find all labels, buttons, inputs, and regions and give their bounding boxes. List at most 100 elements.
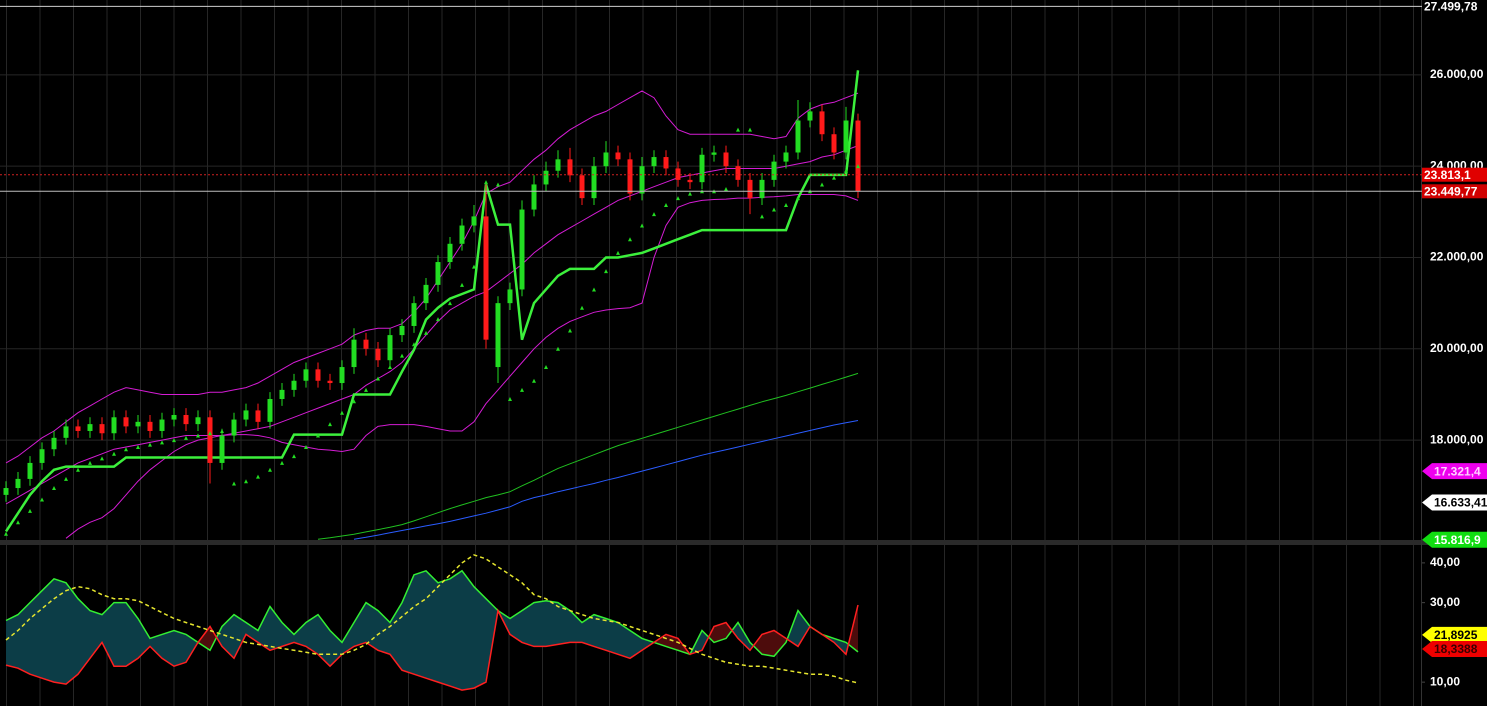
price-tag	[1422, 184, 1487, 199]
di-fill	[462, 570, 474, 691]
sar-marker	[64, 476, 68, 481]
sar-marker	[664, 202, 668, 207]
sar-marker	[748, 127, 752, 132]
candle-body	[243, 410, 249, 420]
sar-marker	[316, 433, 320, 438]
di-fill	[630, 630, 642, 659]
sar-marker	[424, 330, 428, 335]
candle-body	[123, 417, 129, 427]
di-fill	[522, 602, 534, 647]
candle-body	[663, 157, 669, 169]
sar-marker	[196, 433, 200, 438]
di-fill	[282, 622, 294, 647]
sar-marker	[328, 422, 332, 427]
sar-marker	[688, 191, 692, 196]
di-fill	[738, 622, 750, 651]
candle-body	[483, 216, 489, 340]
value-tag-label: 15.816,9	[1434, 533, 1481, 547]
candle-body	[15, 478, 21, 489]
candle-body	[543, 170, 549, 185]
candle-body	[351, 339, 357, 368]
candle-body	[303, 369, 309, 381]
sar-marker	[784, 202, 788, 207]
candle-body	[447, 243, 453, 263]
overlay-line	[5, 90, 859, 464]
candle-body	[807, 111, 813, 121]
di-fill	[42, 578, 54, 683]
candle-body	[471, 216, 477, 226]
indicator-line	[5, 569, 859, 658]
vertical-grid	[0, 0, 1422, 706]
sar-marker	[352, 399, 356, 404]
candle-body	[735, 166, 741, 180]
candle-body	[291, 380, 297, 390]
di-fill	[726, 622, 732, 639]
sar-marker	[856, 164, 860, 169]
price-tag-label: 23.449,77	[1424, 184, 1478, 198]
candle-body	[171, 414, 177, 420]
value-tag	[1422, 626, 1487, 643]
sar-marker	[724, 187, 728, 192]
sar-marker	[112, 451, 116, 456]
candle-body	[711, 152, 717, 155]
sar-marker	[628, 237, 632, 242]
sar-marker	[460, 282, 464, 287]
candle-body	[51, 437, 57, 450]
sar-marker	[364, 387, 368, 392]
sar-marker	[832, 175, 836, 180]
candle-body	[795, 120, 801, 153]
candle-body	[219, 435, 225, 463]
candle-body	[831, 134, 837, 153]
sar-marker	[388, 365, 392, 370]
sar-marker	[760, 214, 764, 219]
di-fill	[546, 600, 558, 647]
candle-body	[531, 184, 537, 210]
sar-marker	[40, 497, 44, 502]
di-fill	[534, 600, 546, 647]
di-fill	[570, 610, 582, 643]
price-tag-label: 23.813,1	[1424, 168, 1471, 182]
di-fill	[714, 622, 726, 643]
di-fill	[510, 610, 522, 643]
sar-marker	[340, 410, 344, 415]
di-fill	[582, 614, 594, 647]
di-fill	[474, 586, 486, 689]
di-fill	[414, 570, 426, 679]
candle-body	[771, 161, 777, 180]
di-fill	[150, 634, 162, 659]
di-fill	[366, 602, 378, 651]
sar-marker	[88, 460, 92, 465]
value-tag	[1422, 494, 1487, 511]
candle-body	[459, 225, 465, 244]
value-tag	[1422, 531, 1487, 548]
sar-marker	[76, 467, 80, 472]
di-fill	[390, 602, 402, 671]
indicator-line	[5, 554, 859, 684]
candle-body	[99, 424, 105, 434]
candle-body	[651, 157, 657, 167]
sar-marker	[244, 479, 248, 484]
sar-marker	[604, 269, 608, 274]
y-tick-label: 26.000,00	[1430, 67, 1484, 81]
candle-body	[363, 339, 369, 349]
sar-marker	[448, 301, 452, 306]
candle-body	[783, 152, 789, 162]
candle-body	[255, 410, 261, 422]
di-fill	[174, 630, 186, 667]
y-tick-label: 18.000,00	[1430, 432, 1484, 446]
candle-body	[315, 369, 321, 381]
sar-marker	[520, 387, 524, 392]
di-fill	[732, 622, 738, 639]
di-fill	[270, 606, 282, 651]
di-fill	[306, 614, 318, 655]
di-fill	[222, 614, 234, 659]
di-fill	[30, 590, 42, 679]
candle-body	[723, 152, 729, 167]
candle-body	[327, 380, 333, 384]
di-fill	[258, 606, 270, 651]
candle-body	[507, 289, 513, 304]
sar-marker	[268, 467, 272, 472]
sar-marker	[376, 376, 380, 381]
sar-marker	[412, 342, 416, 347]
candle-body	[591, 166, 597, 199]
